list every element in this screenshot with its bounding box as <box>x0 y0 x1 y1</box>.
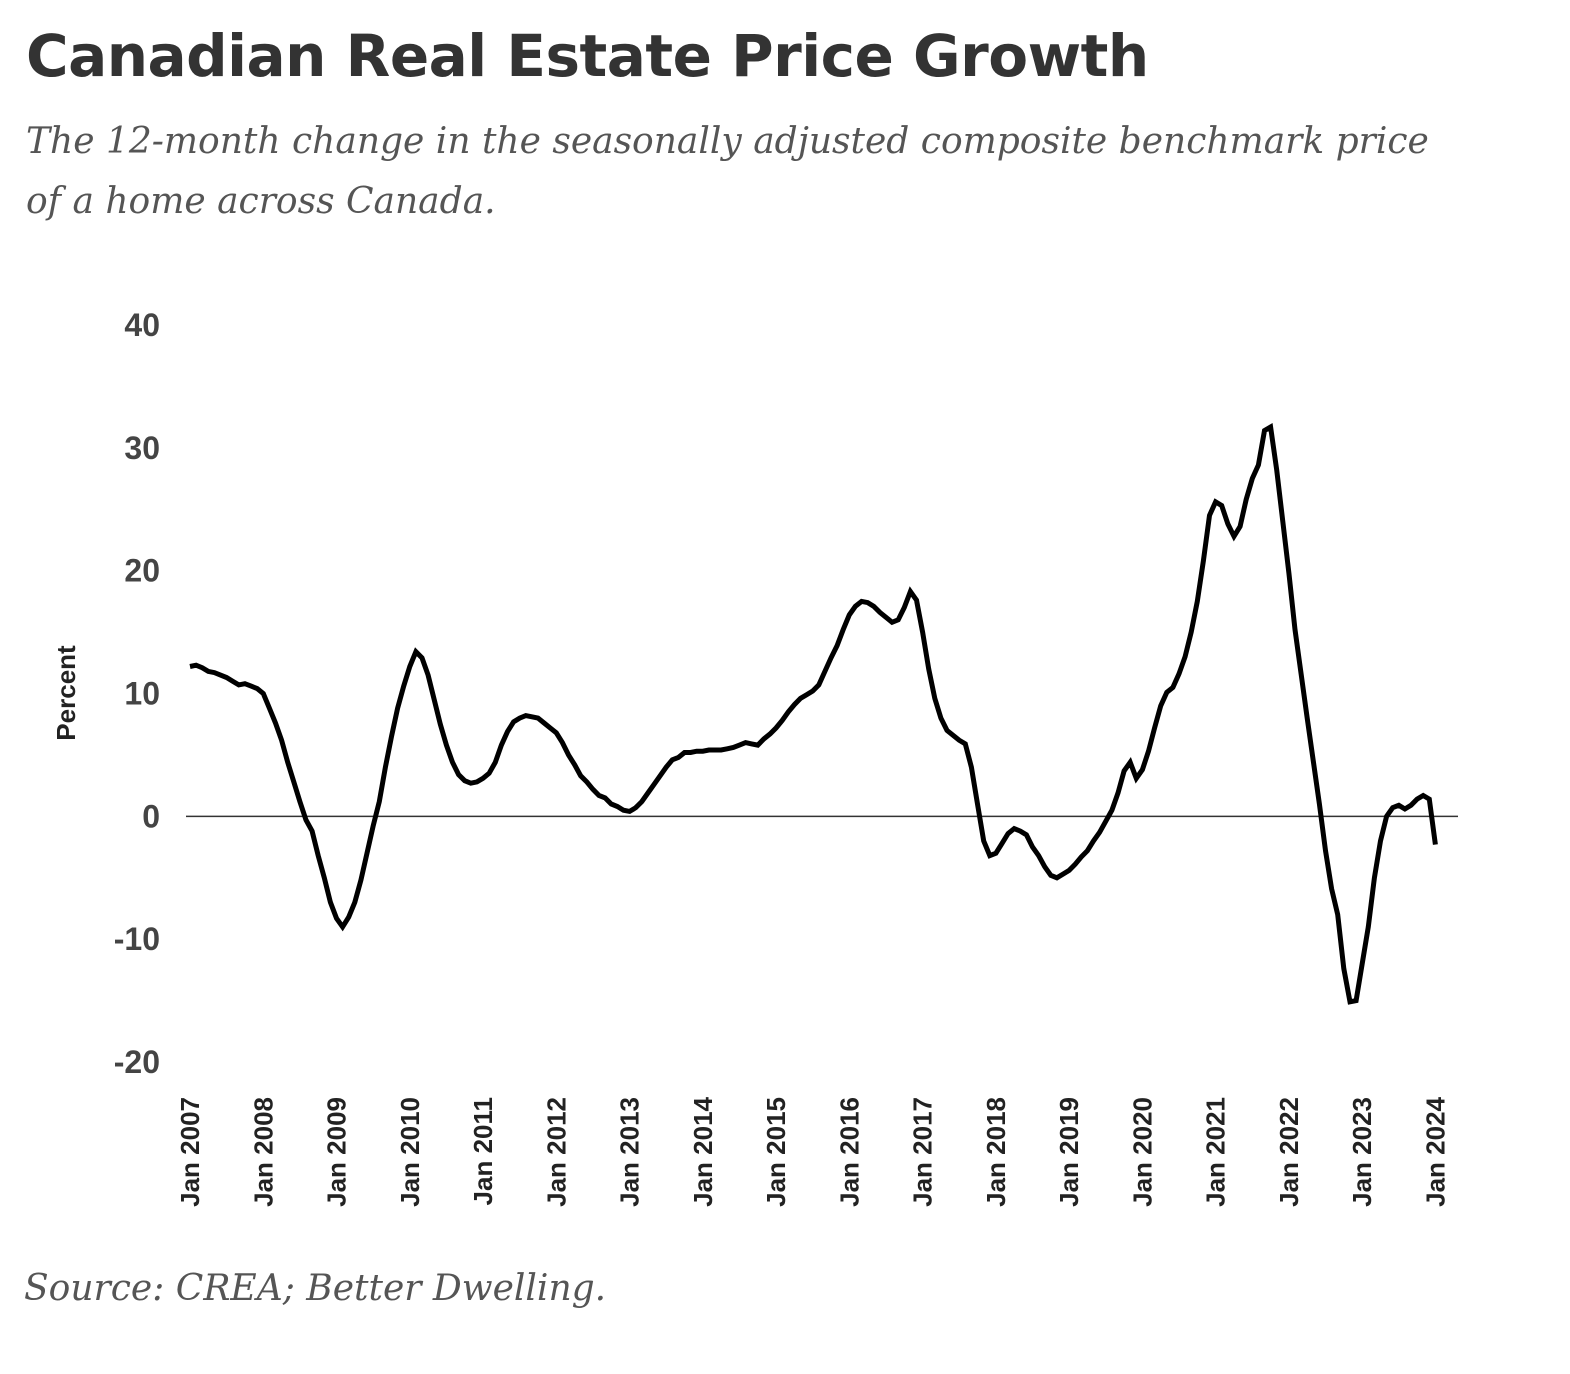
x-tick-label: Jan 2010 <box>395 1097 425 1207</box>
series-line <box>189 422 1438 1005</box>
x-tick-label: Jan 2023 <box>1347 1097 1377 1207</box>
chart-subtitle: The 12-month change in the seasonally ad… <box>26 121 1429 222</box>
y-axis-label: Percent <box>51 645 81 741</box>
y-axis-ticks: 40 30 20 10 0 -10 -20 <box>114 307 160 1080</box>
x-tick-label: Jan 2014 <box>688 1096 718 1206</box>
x-tick-label: Jan 2015 <box>761 1097 791 1207</box>
x-tick-label: Jan 2017 <box>908 1097 938 1207</box>
y-tick-label: -20 <box>114 1044 160 1080</box>
x-tick-label: Jan 2012 <box>541 1097 571 1207</box>
y-tick-label: 10 <box>124 676 160 712</box>
x-tick-label: Jan 2008 <box>248 1097 278 1207</box>
x-tick-label: Jan 2019 <box>1054 1097 1084 1207</box>
y-tick-label: 40 <box>124 307 160 343</box>
source-note: Source: CREA; Better Dwelling. <box>24 1268 607 1309</box>
chart-title: Canadian Real Estate Price Growth <box>26 22 1149 90</box>
x-tick-label: Jan 2013 <box>615 1097 645 1207</box>
x-tick-label: Jan 2024 <box>1420 1096 1450 1206</box>
x-axis-ticks: Jan 2007 Jan 2008 Jan 2009 Jan 2010 Jan 2011… <box>175 1096 1450 1206</box>
y-tick-label: 0 <box>142 798 160 834</box>
x-tick-label: Jan 2020 <box>1127 1097 1157 1207</box>
x-tick-label: Jan 2011 <box>468 1097 498 1205</box>
x-tick-label: Jan 2016 <box>834 1097 864 1207</box>
x-tick-label: Jan 2009 <box>322 1097 352 1207</box>
y-tick-label: 20 <box>124 553 160 589</box>
x-tick-label: Jan 2021 <box>1201 1097 1231 1207</box>
x-tick-label: Jan 2018 <box>981 1097 1011 1207</box>
x-tick-label: Jan 2022 <box>1274 1097 1304 1207</box>
x-tick-label: Jan 2007 <box>175 1097 205 1207</box>
y-tick-label: 30 <box>124 430 160 466</box>
y-tick-label: -10 <box>114 921 160 957</box>
